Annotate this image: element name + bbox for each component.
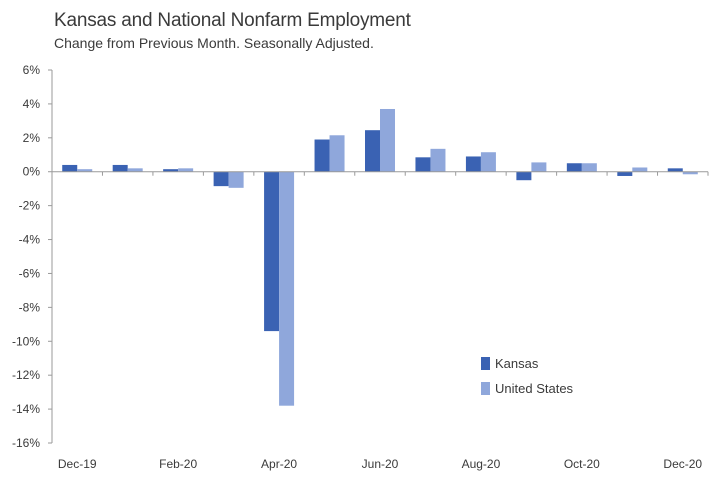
bar-kansas-may-20 (314, 139, 330, 172)
bar-kansas-dec-19 (62, 164, 78, 172)
bar-kansas-dec-20 (667, 168, 683, 172)
bar-kansas-nov-20 (617, 171, 633, 176)
bar-kansas-jun-20 (365, 130, 380, 172)
bar-kansas-sep-20 (516, 171, 532, 181)
x-tick-label: Apr-20 (261, 457, 297, 471)
bar-kansas-apr-20 (264, 171, 280, 332)
bar-united-states-dec-19 (77, 169, 93, 172)
bar-kansas-aug-20 (465, 156, 481, 172)
y-tick-label: -10% (12, 334, 40, 348)
y-tick-label: 6% (23, 63, 41, 77)
y-tick-label: -6% (19, 266, 41, 280)
y-tick-label: -4% (19, 233, 41, 247)
y-tick-label: 2% (23, 131, 41, 145)
y-tick-label: -8% (19, 300, 41, 314)
legend-label: Kansas (495, 356, 539, 371)
bar-united-states-oct-20 (581, 163, 597, 172)
bar-kansas-mar-20 (213, 171, 229, 187)
bar-united-states-jul-20 (430, 148, 446, 172)
bar-united-states-aug-20 (480, 152, 496, 172)
y-tick-label: -16% (12, 436, 40, 450)
x-tick-label: Oct-20 (564, 457, 600, 471)
y-tick-label: -14% (12, 402, 40, 416)
chart-subtitle: Change from Previous Month. Seasonally A… (54, 35, 374, 51)
y-tick-label: 4% (23, 97, 41, 111)
bar-united-states-sep-20 (531, 162, 547, 172)
bar-united-states-mar-20 (228, 171, 244, 188)
bar-kansas-jan-20 (112, 164, 128, 172)
chart-title: Kansas and National Nonfarm Employment (54, 10, 411, 31)
bar-kansas-feb-20 (163, 169, 179, 172)
x-tick-label: Dec-19 (58, 457, 97, 471)
bar-united-states-jun-20 (380, 108, 395, 172)
y-tick-label: -12% (12, 368, 40, 382)
bar-united-states-apr-20 (279, 171, 295, 406)
y-tick-label: 0% (23, 165, 41, 179)
bar-kansas-oct-20 (566, 163, 582, 172)
bar-kansas-jul-20 (415, 157, 431, 172)
legend-swatch-kansas (481, 357, 490, 370)
legend-swatch-united-states (481, 382, 490, 395)
legend-label: United States (495, 381, 574, 396)
bar-united-states-dec-20 (682, 171, 698, 175)
bar-united-states-feb-20 (178, 168, 194, 172)
x-tick-label: Feb-20 (159, 457, 197, 471)
bar-united-states-may-20 (329, 135, 345, 172)
y-tick-label: -2% (19, 199, 41, 213)
x-tick-label: Aug-20 (462, 457, 501, 471)
bar-united-states-nov-20 (632, 167, 648, 172)
bar-united-states-jan-20 (127, 168, 143, 172)
x-tick-label: Dec-20 (663, 457, 702, 471)
x-tick-label: Jun-20 (362, 457, 399, 471)
